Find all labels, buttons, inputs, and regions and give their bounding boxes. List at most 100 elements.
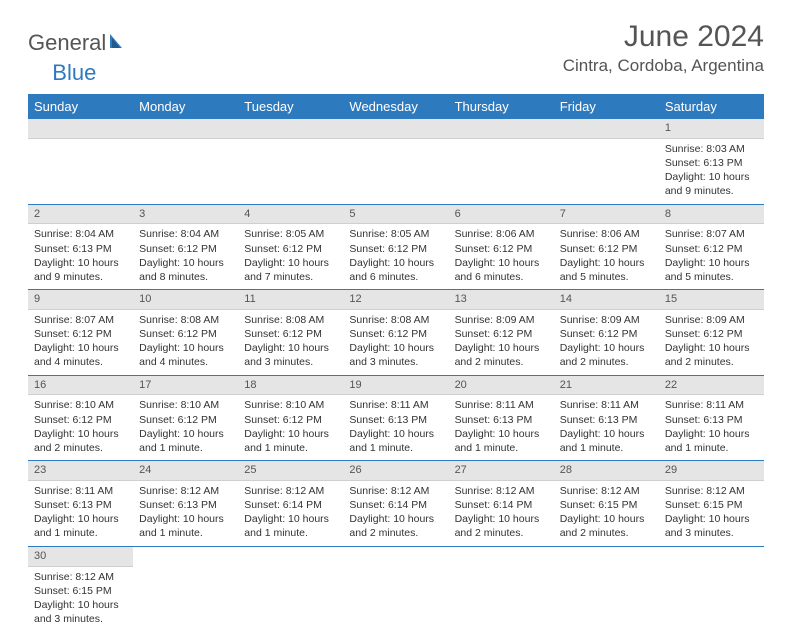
daylight-text: Daylight: 10 hours and 4 minutes. [34, 341, 127, 369]
daylight-text: Daylight: 10 hours and 1 minute. [34, 512, 127, 540]
day-number: 21 [554, 376, 659, 396]
calendar-cell: 10Sunrise: 8:08 AMSunset: 6:12 PMDayligh… [133, 290, 238, 376]
empty-day-body [28, 139, 133, 204]
sunrise-text: Sunrise: 8:12 AM [34, 570, 127, 584]
day-number: 28 [554, 461, 659, 481]
calendar-body: 1Sunrise: 8:03 AMSunset: 6:13 PMDaylight… [28, 119, 764, 631]
sunset-text: Sunset: 6:12 PM [139, 413, 232, 427]
day-number: 26 [343, 461, 448, 481]
sunset-text: Sunset: 6:14 PM [455, 498, 548, 512]
sunset-text: Sunset: 6:12 PM [349, 242, 442, 256]
sunrise-text: Sunrise: 8:05 AM [349, 227, 442, 241]
sunrise-text: Sunrise: 8:12 AM [560, 484, 653, 498]
brand-part2: Blue [52, 60, 96, 86]
daylight-text: Daylight: 10 hours and 2 minutes. [560, 512, 653, 540]
sunset-text: Sunset: 6:12 PM [665, 327, 758, 341]
day-number: 15 [659, 290, 764, 310]
brand-part1: General [28, 30, 106, 56]
daylight-text: Daylight: 10 hours and 6 minutes. [455, 256, 548, 284]
day-number: 14 [554, 290, 659, 310]
sunset-text: Sunset: 6:14 PM [349, 498, 442, 512]
daylight-text: Daylight: 10 hours and 5 minutes. [665, 256, 758, 284]
daylight-text: Daylight: 10 hours and 1 minute. [244, 427, 337, 455]
day-body: Sunrise: 8:12 AMSunset: 6:14 PMDaylight:… [449, 481, 554, 546]
empty-day-strip [28, 119, 133, 139]
day-body: Sunrise: 8:11 AMSunset: 6:13 PMDaylight:… [28, 481, 133, 546]
sunset-text: Sunset: 6:13 PM [665, 413, 758, 427]
weekday-header: Wednesday [343, 94, 448, 119]
sunset-text: Sunset: 6:15 PM [34, 584, 127, 598]
day-number: 29 [659, 461, 764, 481]
day-number: 7 [554, 205, 659, 225]
day-number: 18 [238, 376, 343, 396]
day-body: Sunrise: 8:07 AMSunset: 6:12 PMDaylight:… [28, 310, 133, 375]
sunset-text: Sunset: 6:15 PM [560, 498, 653, 512]
day-body: Sunrise: 8:12 AMSunset: 6:14 PMDaylight:… [238, 481, 343, 546]
daylight-text: Daylight: 10 hours and 9 minutes. [665, 170, 758, 198]
day-body: Sunrise: 8:12 AMSunset: 6:15 PMDaylight:… [659, 481, 764, 546]
calendar-cell: 15Sunrise: 8:09 AMSunset: 6:12 PMDayligh… [659, 290, 764, 376]
sunset-text: Sunset: 6:12 PM [139, 242, 232, 256]
day-number: 8 [659, 205, 764, 225]
day-number: 30 [28, 547, 133, 567]
sunrise-text: Sunrise: 8:11 AM [665, 398, 758, 412]
daylight-text: Daylight: 10 hours and 2 minutes. [455, 341, 548, 369]
sunrise-text: Sunrise: 8:12 AM [665, 484, 758, 498]
day-body: Sunrise: 8:10 AMSunset: 6:12 PMDaylight:… [238, 395, 343, 460]
sunset-text: Sunset: 6:12 PM [560, 327, 653, 341]
calendar-cell: 26Sunrise: 8:12 AMSunset: 6:14 PMDayligh… [343, 461, 448, 547]
empty-day-strip [133, 119, 238, 139]
day-number: 9 [28, 290, 133, 310]
day-body: Sunrise: 8:04 AMSunset: 6:12 PMDaylight:… [133, 224, 238, 289]
calendar-cell [449, 546, 554, 631]
sail-icon [108, 30, 128, 56]
calendar-cell: 29Sunrise: 8:12 AMSunset: 6:15 PMDayligh… [659, 461, 764, 547]
day-number: 22 [659, 376, 764, 396]
calendar-head: SundayMondayTuesdayWednesdayThursdayFrid… [28, 94, 764, 119]
day-number: 4 [238, 205, 343, 225]
empty-day-strip [343, 119, 448, 139]
weekday-header: Monday [133, 94, 238, 119]
sunset-text: Sunset: 6:12 PM [34, 413, 127, 427]
sunrise-text: Sunrise: 8:10 AM [139, 398, 232, 412]
day-body: Sunrise: 8:10 AMSunset: 6:12 PMDaylight:… [28, 395, 133, 460]
sunset-text: Sunset: 6:14 PM [244, 498, 337, 512]
brand-logo: General [28, 30, 128, 56]
sunset-text: Sunset: 6:12 PM [665, 242, 758, 256]
sunrise-text: Sunrise: 8:03 AM [665, 142, 758, 156]
calendar-cell: 1Sunrise: 8:03 AMSunset: 6:13 PMDaylight… [659, 119, 764, 204]
day-number: 23 [28, 461, 133, 481]
day-body: Sunrise: 8:08 AMSunset: 6:12 PMDaylight:… [238, 310, 343, 375]
day-body: Sunrise: 8:12 AMSunset: 6:15 PMDaylight:… [554, 481, 659, 546]
calendar-week: 23Sunrise: 8:11 AMSunset: 6:13 PMDayligh… [28, 461, 764, 547]
daylight-text: Daylight: 10 hours and 2 minutes. [665, 341, 758, 369]
calendar-cell [133, 119, 238, 204]
calendar-cell: 5Sunrise: 8:05 AMSunset: 6:12 PMDaylight… [343, 204, 448, 290]
month-title: June 2024 [563, 20, 764, 54]
calendar-cell: 28Sunrise: 8:12 AMSunset: 6:15 PMDayligh… [554, 461, 659, 547]
sunset-text: Sunset: 6:13 PM [665, 156, 758, 170]
calendar-cell [343, 546, 448, 631]
weekday-header: Sunday [28, 94, 133, 119]
day-number: 16 [28, 376, 133, 396]
sunset-text: Sunset: 6:15 PM [665, 498, 758, 512]
day-body: Sunrise: 8:05 AMSunset: 6:12 PMDaylight:… [238, 224, 343, 289]
day-body: Sunrise: 8:11 AMSunset: 6:13 PMDaylight:… [659, 395, 764, 460]
calendar-cell [238, 546, 343, 631]
calendar-cell: 16Sunrise: 8:10 AMSunset: 6:12 PMDayligh… [28, 375, 133, 461]
day-body: Sunrise: 8:11 AMSunset: 6:13 PMDaylight:… [554, 395, 659, 460]
calendar-week: 16Sunrise: 8:10 AMSunset: 6:12 PMDayligh… [28, 375, 764, 461]
sunrise-text: Sunrise: 8:07 AM [665, 227, 758, 241]
sunrise-text: Sunrise: 8:10 AM [34, 398, 127, 412]
calendar-cell: 21Sunrise: 8:11 AMSunset: 6:13 PMDayligh… [554, 375, 659, 461]
calendar-cell: 6Sunrise: 8:06 AMSunset: 6:12 PMDaylight… [449, 204, 554, 290]
calendar-week: 2Sunrise: 8:04 AMSunset: 6:13 PMDaylight… [28, 204, 764, 290]
calendar-week: 9Sunrise: 8:07 AMSunset: 6:12 PMDaylight… [28, 290, 764, 376]
empty-day-body [449, 139, 554, 204]
daylight-text: Daylight: 10 hours and 9 minutes. [34, 256, 127, 284]
daylight-text: Daylight: 10 hours and 7 minutes. [244, 256, 337, 284]
sunset-text: Sunset: 6:12 PM [244, 327, 337, 341]
calendar-cell: 2Sunrise: 8:04 AMSunset: 6:13 PMDaylight… [28, 204, 133, 290]
daylight-text: Daylight: 10 hours and 6 minutes. [349, 256, 442, 284]
calendar-cell: 12Sunrise: 8:08 AMSunset: 6:12 PMDayligh… [343, 290, 448, 376]
